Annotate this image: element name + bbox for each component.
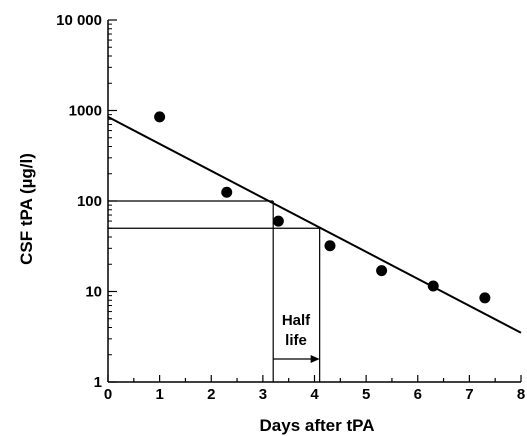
half-life-label-line1: Half [282,312,311,329]
y-tick-label: 1 [94,374,102,391]
data-point [324,240,336,252]
data-point [376,265,388,277]
x-tick-label: 8 [517,386,525,403]
x-tick-label: 2 [207,386,215,403]
y-tick-label: 10 [85,284,102,301]
x-axis-label: Days after tPA [260,416,375,435]
y-tick-label: 100 [77,193,102,210]
x-tick-label: 6 [414,386,422,403]
x-tick-label: 7 [465,386,473,403]
data-point [221,186,233,198]
data-point [427,280,439,292]
y-tick-label: 1000 [69,103,102,120]
half-life-label-line2: life [285,332,307,349]
y-axis-label: CSF tPA (µg/l) [17,153,36,265]
x-tick-label: 1 [155,386,163,403]
data-point [272,215,284,227]
half-life-arrow-head [310,355,320,363]
x-tick-label: 0 [104,386,112,403]
regression-line-segment [107,116,522,334]
x-tick-label: 5 [362,386,370,403]
regression-line [107,116,522,334]
half-life-guides [108,200,321,382]
x-tick-label: 4 [310,386,319,403]
data-point [479,292,491,304]
data-point [154,111,166,123]
data-points [154,111,491,304]
y-tick-label: 10 000 [56,12,102,29]
axes [107,19,522,383]
x-tick-label: 3 [259,386,267,403]
